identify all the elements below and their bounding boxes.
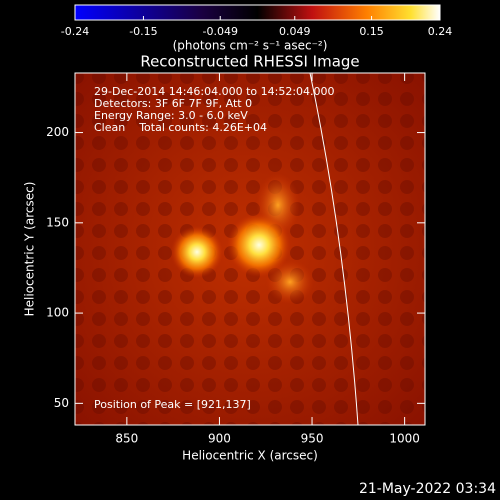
y-tick-label: 200 <box>46 125 69 139</box>
x-tick-label: 950 <box>301 432 324 446</box>
peak-label: Position of Peak = [921,137] <box>94 398 251 411</box>
colorbar-label: (photons cm⁻² s⁻¹ asec⁻²) <box>173 39 328 53</box>
chart-title: Reconstructed RHESSI Image <box>140 53 359 71</box>
colorbar-tick-label: -0.15 <box>129 25 157 38</box>
x-tick-label: 900 <box>208 432 231 446</box>
y-tick-label: 150 <box>46 215 69 229</box>
colorbar-tick-label: -0.049 <box>203 25 238 38</box>
annotation: Detectors: 3F 6F 7F 9F, Att 0 <box>94 97 252 110</box>
annotation: 29-Dec-2014 14:46:04.000 to 14:52:04.000 <box>94 85 335 98</box>
colorbar-tick-label: 0.15 <box>359 25 384 38</box>
colorbar <box>74 4 441 21</box>
y-tick-label: 50 <box>54 396 69 410</box>
plot-frame <box>74 72 426 426</box>
colorbar-tick-label: -0.24 <box>61 25 89 38</box>
x-axis-label: Heliocentric X (arcsec) <box>182 449 318 463</box>
y-tick-label: 100 <box>46 306 69 320</box>
x-tick-label: 1000 <box>389 432 420 446</box>
annotation: Energy Range: 3.0 - 6.0 keV <box>94 109 248 122</box>
colorbar-tick-label: 0.24 <box>428 25 453 38</box>
y-axis-label: Heliocentric Y (arcsec) <box>23 182 37 317</box>
timestamp: 21-May-2022 03:34 <box>359 481 496 497</box>
annotation: Clean Total counts: 4.26E+04 <box>94 121 267 134</box>
x-tick-label: 850 <box>115 432 138 446</box>
image <box>75 73 425 425</box>
colorbar-tick-label: 0.049 <box>279 25 311 38</box>
